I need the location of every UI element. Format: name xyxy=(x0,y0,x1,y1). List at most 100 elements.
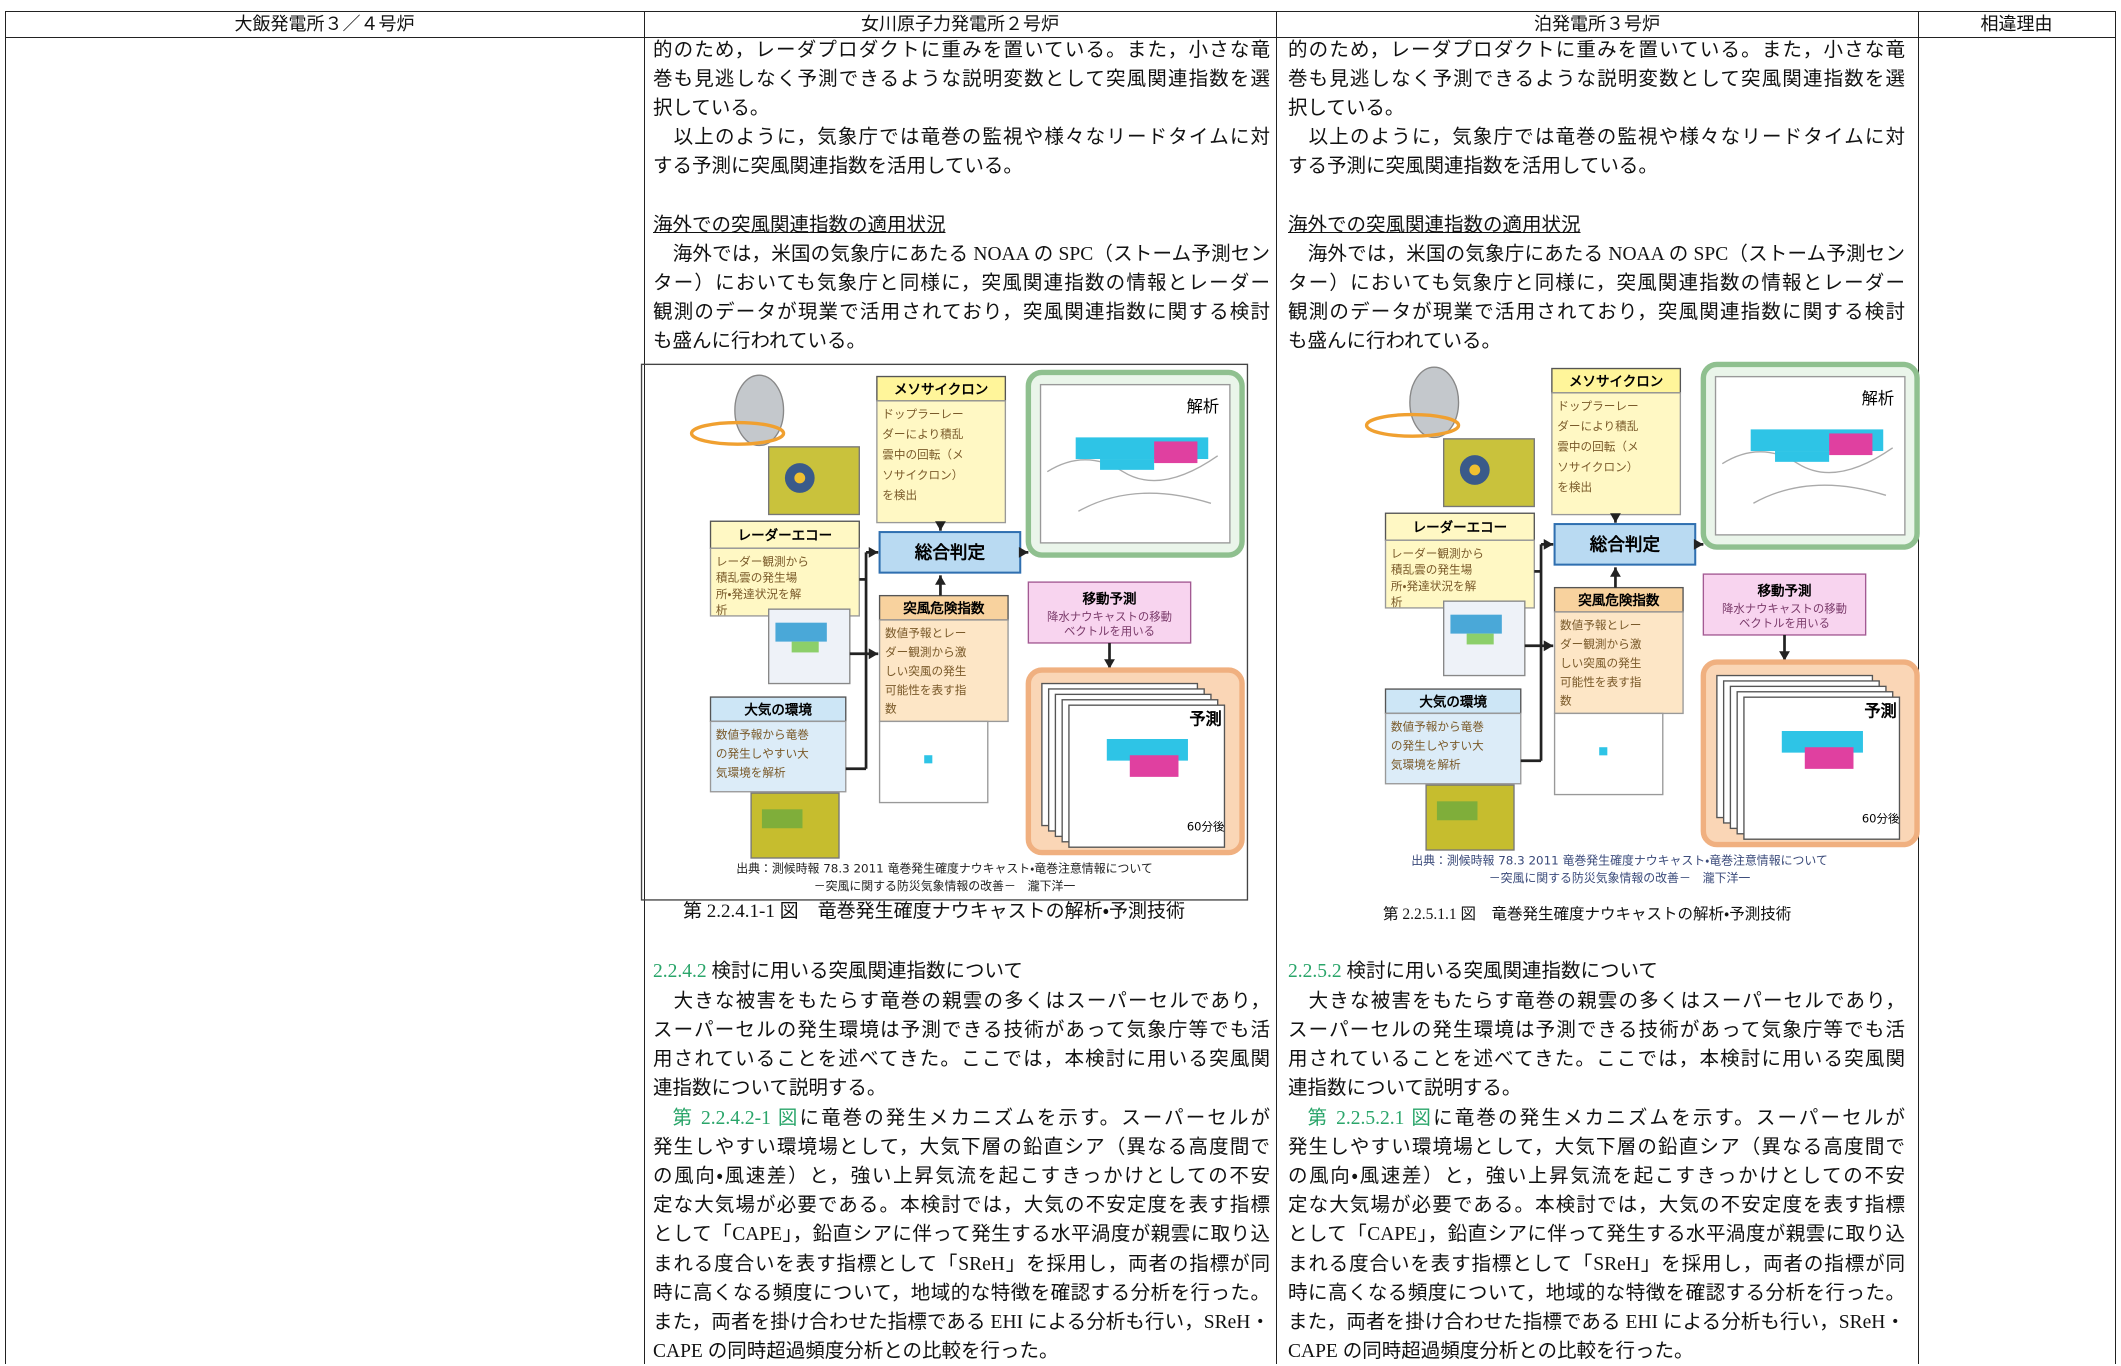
text-line: 択している。 xyxy=(1288,97,1405,119)
risk-area xyxy=(1829,433,1873,456)
column-header: 相違理由 xyxy=(1980,14,2053,34)
box-header xyxy=(709,696,847,723)
radar-ring xyxy=(1364,412,1461,438)
box-title: 突風危険指数 xyxy=(1578,592,1660,609)
text-line: 海外では，米国の気象庁にあたる NOAA の SPC（ストーム予測セン xyxy=(1288,243,1905,265)
box-text: ソサイクロン） xyxy=(882,468,963,482)
figure-border xyxy=(640,363,1249,901)
panel-label: 予測 xyxy=(1864,702,1896,721)
radar-echo-core xyxy=(794,472,806,484)
column-border xyxy=(5,11,6,1364)
text-line: 定な大気場が必要である。本検討では，大気の不安定度を表す指標 xyxy=(653,1195,1270,1217)
movement-text: ベクトルを用いる xyxy=(1739,616,1830,630)
box-text: 可能性を表す指 xyxy=(885,683,967,697)
box-text: 可能性を表す指 xyxy=(1560,675,1642,689)
coastline xyxy=(1046,455,1219,512)
box-body xyxy=(1553,611,1684,715)
text-line: 以上のように，気象庁では竜巻の監視や様々なリードタイムに対 xyxy=(653,127,1270,149)
echo-patch xyxy=(1466,633,1494,645)
box-body xyxy=(876,400,1007,524)
column-header: 大飯発電所３／４号炉 xyxy=(234,14,415,34)
text-line: 択している。 xyxy=(653,97,770,119)
arrow-head xyxy=(1104,659,1115,669)
column-border xyxy=(644,11,645,1364)
box-text: の発生しやすい大 xyxy=(1391,738,1484,752)
box-text: ドップラーレー xyxy=(1557,399,1638,413)
movement-text: ベクトルを用いる xyxy=(1064,624,1155,638)
text-line: 時に高くなる頻度について，地域的な特徴を確認する分析を行った。 xyxy=(653,1282,1270,1304)
figure-caption: 第 2.2.5.1.1 図 竜巻発生確度ナウキャストの解析・予測技術 xyxy=(1383,906,1792,923)
text-line: する予測に突風関連指数を活用している。 xyxy=(1288,156,1658,178)
box-text: 数値予報から竜巻 xyxy=(1391,719,1484,733)
arrow-head xyxy=(1018,546,1029,558)
box-text: レーダー観測から xyxy=(1391,546,1484,560)
text-line: 海外では，米国の気象庁にあたる NOAA の SPC（ストーム予測セン xyxy=(653,243,1270,265)
figure-caption: 第 2.2.4.1-1 図 竜巻発生確度ナウキャストの解析・予測技術 xyxy=(683,901,1186,922)
box-header xyxy=(1384,688,1522,715)
radar-echo-core xyxy=(1469,464,1481,476)
figure-source: －突風に関する防災気象情報の改善－ 瀧下洋一 xyxy=(814,879,1076,893)
text-line: CAPE の同時超過頻度分析との比較を行った。 xyxy=(1288,1341,1694,1363)
text-line: 連指数について説明する。 xyxy=(1288,1078,1522,1100)
box-text: ダーにより積乱 xyxy=(1557,419,1639,433)
box-text: 析 xyxy=(1391,595,1403,609)
movement-title: 移動予測 xyxy=(1082,591,1136,608)
echo-area xyxy=(1775,451,1830,462)
box-text: しい突風の発生 xyxy=(885,664,967,678)
echo-area xyxy=(1100,459,1155,470)
box-header xyxy=(709,520,860,549)
arrow-head xyxy=(1543,640,1554,652)
box-text: 所・発達状況を解 xyxy=(716,587,802,601)
box-text: レーダー観測から xyxy=(716,554,809,568)
section-heading: 2.2.4.2 検討に用いる突風関連指数について xyxy=(653,957,1270,986)
text-line: として「CAPE」，鉛直シアに伴って発生する水平渦度が親雲に取り込 xyxy=(1288,1224,1905,1246)
radar-dish xyxy=(734,374,785,447)
box-header xyxy=(1551,367,1682,394)
figure-reference: 第 2.2.4.2-1 図 xyxy=(672,1107,800,1129)
column-header: 女川原子力発電所２号炉 xyxy=(861,14,1059,34)
box-body xyxy=(1384,539,1535,609)
text-line: まれる度合いを表す指標として「SReH」を採用し，両者の指標が同 xyxy=(1288,1253,1905,1275)
box-title: レーダーエコー xyxy=(738,527,833,544)
echo-patch xyxy=(775,622,827,642)
risk-area xyxy=(1804,747,1854,769)
text-line: 大きな被害をもたらす竜巻の親雲の多くはスーパーセルであり， xyxy=(1288,990,1905,1012)
figure-source: 出典：測候時報 78.3 2011 竜巻発生確度ナウキャスト・竜巻注意情報につい… xyxy=(736,861,1153,875)
box-body xyxy=(878,619,1009,723)
box-text: 数 xyxy=(1560,694,1572,708)
gust-map xyxy=(878,720,989,804)
radar-dish xyxy=(1409,366,1460,439)
arrow-head xyxy=(1543,538,1554,550)
heading-number: 2.2.5.2 xyxy=(1288,960,1342,982)
box-text: ソサイクロン） xyxy=(1557,460,1638,474)
section-heading: 海外での突風関連指数の適用状況 xyxy=(653,214,946,236)
panel-label: 予測 xyxy=(1189,710,1221,729)
echo-area xyxy=(1781,730,1863,753)
gust-patch xyxy=(924,755,933,764)
arrow-head xyxy=(868,648,879,660)
box-text: 気環境を解析 xyxy=(1391,757,1461,771)
box-text: 所・発達状況を解 xyxy=(1391,579,1477,593)
box-title: 大気の環境 xyxy=(744,702,812,719)
box-title: レーダーエコー xyxy=(1413,519,1508,536)
figure-source: 出典：測候時報 78.3 2011 竜巻発生確度ナウキャスト・竜巻注意情報につい… xyxy=(1411,853,1828,867)
gust-map xyxy=(1553,712,1664,796)
text-line: また，両者を掛け合わせた指標である EHI による分析も行い，SReH・ xyxy=(653,1311,1270,1333)
text-line: まれる度合いを表す指標として「SReH」を採用し，両者の指標が同 xyxy=(653,1253,1270,1275)
box-text: 数 xyxy=(885,702,897,716)
text-line: 巻も見逃しなく予測できるような説明変数として突風関連指数を選 xyxy=(653,68,1270,90)
text-line: の風向・風速差）と，強い上昇気流を起こすきっかけとしての不安 xyxy=(1288,1165,1905,1187)
box-text: 積乱雲の発生場 xyxy=(1391,563,1473,577)
column-border xyxy=(1276,11,1277,1364)
heading-title: 検討に用いる突風関連指数について xyxy=(706,960,1023,982)
arrow-head xyxy=(935,521,946,531)
text-line: また，両者を掛け合わせた指標である EHI による分析も行い，SReH・ xyxy=(1288,1311,1905,1333)
time-label: 60分後 xyxy=(1187,819,1225,833)
text-line: 用されていることを述べてきた。ここでは，本検討に用いる突風関 xyxy=(653,1048,1270,1070)
arrow-head xyxy=(1610,513,1621,523)
text-span: に竜巻の発生メカニズムを示す。スーパーセルが xyxy=(1433,1107,1905,1129)
box-header xyxy=(878,594,1009,621)
